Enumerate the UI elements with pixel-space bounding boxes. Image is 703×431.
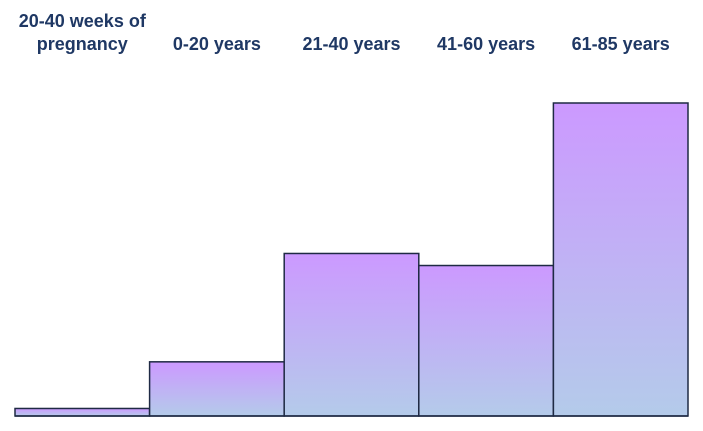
category-label-5: 61-85 years (571, 34, 670, 54)
bar-1 (14, 407, 151, 417)
category-label-3: 21-40 years (302, 34, 401, 54)
category-label-4: 41-60 years (437, 34, 536, 54)
bar-3 (283, 252, 420, 417)
category-label-1: 20-40 weeks of pregnancy (18, 11, 146, 54)
bar-5 (552, 102, 689, 417)
bar-2 (148, 361, 285, 417)
bar-4 (418, 264, 555, 417)
category-label-2: 0-20 years (172, 34, 261, 54)
bar-group (14, 102, 689, 417)
